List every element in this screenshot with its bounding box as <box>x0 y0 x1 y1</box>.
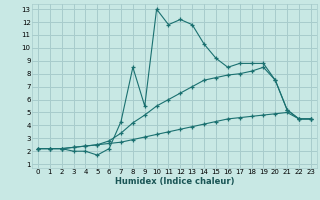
X-axis label: Humidex (Indice chaleur): Humidex (Indice chaleur) <box>115 177 234 186</box>
